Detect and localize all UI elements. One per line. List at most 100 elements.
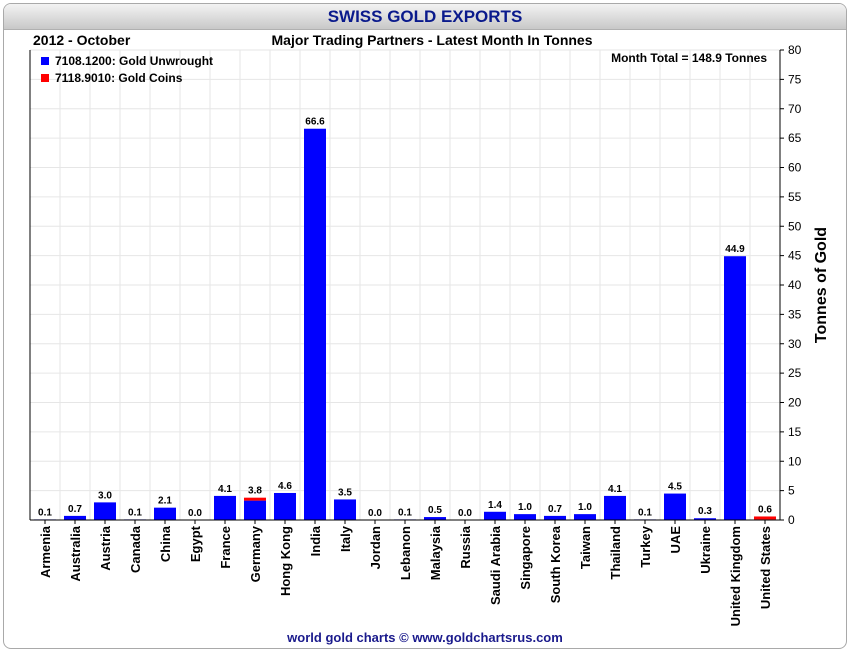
bar-india (304, 128, 326, 520)
bar-taiwan (574, 514, 596, 520)
data-label: 0.6 (758, 504, 772, 515)
month-total-annotation: Month Total = 148.9 Tonnes (611, 51, 767, 65)
bar-united-kingdom (724, 256, 746, 520)
x-tick-label: Hong Kong (278, 526, 293, 596)
bar-germany (244, 497, 266, 501)
x-tick-label: UAE (668, 526, 683, 554)
data-label: 44.9 (725, 244, 745, 255)
x-tick-label: Singapore (518, 526, 533, 590)
legend: 7108.1200: Gold Unwrought 7118.9010: Gold… (41, 54, 213, 85)
y-tick-label: 0 (788, 513, 795, 527)
data-label: 0.7 (68, 504, 82, 515)
data-label: 0.0 (458, 508, 472, 519)
y-tick-label: 60 (788, 161, 802, 175)
bar-germany (244, 500, 266, 520)
axes: 0 5 10 15 20 25 30 35 40 45 50 55 60 65 70 75 80 Armenia A… (29, 43, 802, 626)
bar-south-korea (544, 515, 566, 520)
x-tick-label: Italy (338, 525, 353, 552)
x-tick-label: Thailand (608, 526, 623, 580)
x-tick-label: Jordan (368, 526, 383, 569)
x-tick-label: United Kingdom (728, 526, 743, 626)
data-label: 4.6 (278, 481, 292, 492)
data-label: 0.7 (548, 504, 562, 515)
x-tick-label: India (308, 525, 323, 556)
x-tick-label: South Korea (548, 525, 563, 603)
legend-swatch (41, 74, 49, 82)
bar-thailand (604, 495, 626, 520)
data-label: 0.0 (368, 508, 382, 519)
y-tick-label: 50 (788, 219, 802, 233)
data-label: 1.0 (518, 502, 532, 513)
data-label: 3.8 (248, 486, 262, 497)
y-tick-label: 10 (788, 454, 802, 468)
bar-malaysia (424, 517, 446, 520)
footer-credit: world gold charts © www.goldchartsrus.co… (287, 630, 563, 645)
bar-ukraine (694, 518, 716, 520)
data-label: 0.3 (698, 506, 712, 517)
y-tick-label: 65 (788, 131, 802, 145)
x-tick-label: Malaysia (428, 525, 443, 580)
period-label: 2012 - October (33, 32, 131, 48)
bar-united-states (754, 516, 776, 520)
data-label: 4.1 (218, 484, 232, 495)
x-tick-label: Russia (458, 525, 473, 568)
data-label: 0.1 (638, 507, 652, 518)
data-label: 66.6 (305, 117, 325, 128)
legend-entry: 7118.9010: Gold Coins (55, 71, 183, 85)
bar-hong-kong (274, 492, 296, 520)
x-tick-label: China (158, 525, 173, 562)
x-tick-label: Austria (98, 525, 113, 571)
data-label: 2.1 (158, 496, 172, 507)
x-tick-label: Turkey (638, 525, 653, 567)
chart-subtitle: Major Trading Partners - Latest Month In… (272, 32, 593, 48)
data-label: 1.0 (578, 502, 592, 513)
bar-italy (334, 499, 356, 520)
y-axis-label: Tonnes of Gold (813, 227, 830, 343)
chart-title: SWISS GOLD EXPORTS (4, 4, 846, 30)
bar-france (214, 495, 236, 520)
data-label: 0.1 (38, 507, 52, 518)
x-tick-label: Lebanon (398, 526, 413, 580)
bar-austria (94, 502, 116, 520)
data-label: 4.5 (668, 482, 682, 493)
data-label: 3.0 (98, 490, 112, 501)
x-tick-label: Australia (68, 525, 83, 581)
data-label: 3.5 (338, 487, 352, 498)
y-tick-label: 20 (788, 396, 802, 410)
x-tick-label: Germany (248, 525, 263, 582)
x-tick-label: Egypt (188, 525, 203, 562)
data-label: 1.4 (488, 500, 502, 511)
chart-frame: SWISS GOLD EXPORTS (3, 3, 847, 649)
bar-australia (64, 515, 86, 520)
bar-uae (664, 493, 686, 520)
y-tick-label: 5 (788, 484, 795, 498)
y-tick-label: 80 (788, 43, 802, 57)
x-tick-label: Taiwan (578, 526, 593, 569)
bars (34, 128, 776, 520)
y-tick-label: 75 (788, 72, 802, 86)
bar-saudi-arabia (484, 511, 506, 520)
x-tick-label: France (218, 526, 233, 569)
data-label: 0.1 (128, 507, 142, 518)
y-tick-label: 55 (788, 190, 802, 204)
data-label: 0.5 (428, 505, 442, 516)
y-tick-label: 35 (788, 307, 802, 321)
y-tick-label: 70 (788, 102, 802, 116)
data-label: 0.1 (398, 507, 412, 518)
legend-entry: 7108.1200: Gold Unwrought (55, 54, 213, 68)
grid (29, 49, 781, 521)
x-tick-label: Saudi Arabia (488, 525, 503, 605)
bar-singapore (514, 514, 536, 520)
bar-china (154, 507, 176, 520)
y-tick-label: 40 (788, 278, 802, 292)
legend-swatch (41, 57, 49, 65)
data-labels: 0.1 0.7 3.0 0.1 2.1 0.0 4.1 3.8 4.6 66.6 3.5 0.0 0.1… (38, 117, 772, 519)
y-tick-label: 25 (788, 366, 802, 380)
x-tick-label: Ukraine (698, 526, 713, 574)
data-label: 0.0 (188, 508, 202, 519)
y-tick-label: 45 (788, 249, 802, 263)
x-tick-label: United States (758, 526, 773, 609)
data-label: 4.1 (608, 484, 622, 495)
y-tick-label: 30 (788, 337, 802, 351)
